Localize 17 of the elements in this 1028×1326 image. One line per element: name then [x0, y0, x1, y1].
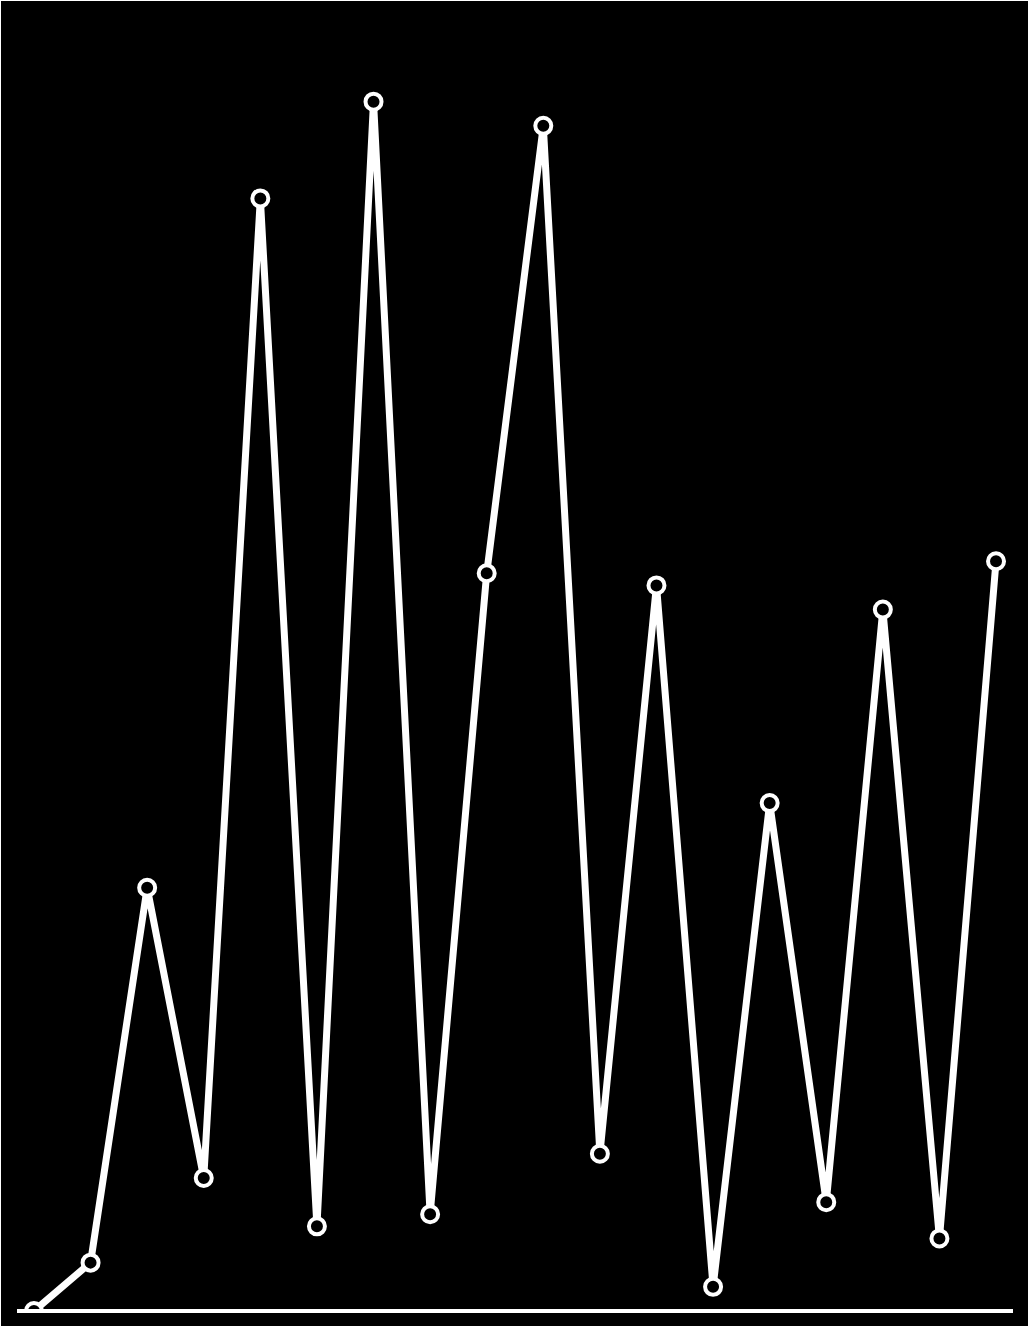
point: [872, 599, 893, 620]
point: [646, 575, 667, 596]
point: [306, 1216, 327, 1237]
point: [816, 1192, 837, 1213]
point: [929, 1228, 950, 1249]
point: [703, 1276, 724, 1297]
point: [193, 1167, 214, 1188]
point: [476, 563, 497, 584]
point: [137, 877, 158, 898]
point: [533, 115, 554, 136]
point: [986, 551, 1007, 572]
point: [589, 1143, 610, 1164]
point: [80, 1252, 101, 1273]
point: [759, 793, 780, 814]
point: [363, 91, 384, 112]
point: [420, 1204, 441, 1225]
point: [250, 188, 271, 209]
